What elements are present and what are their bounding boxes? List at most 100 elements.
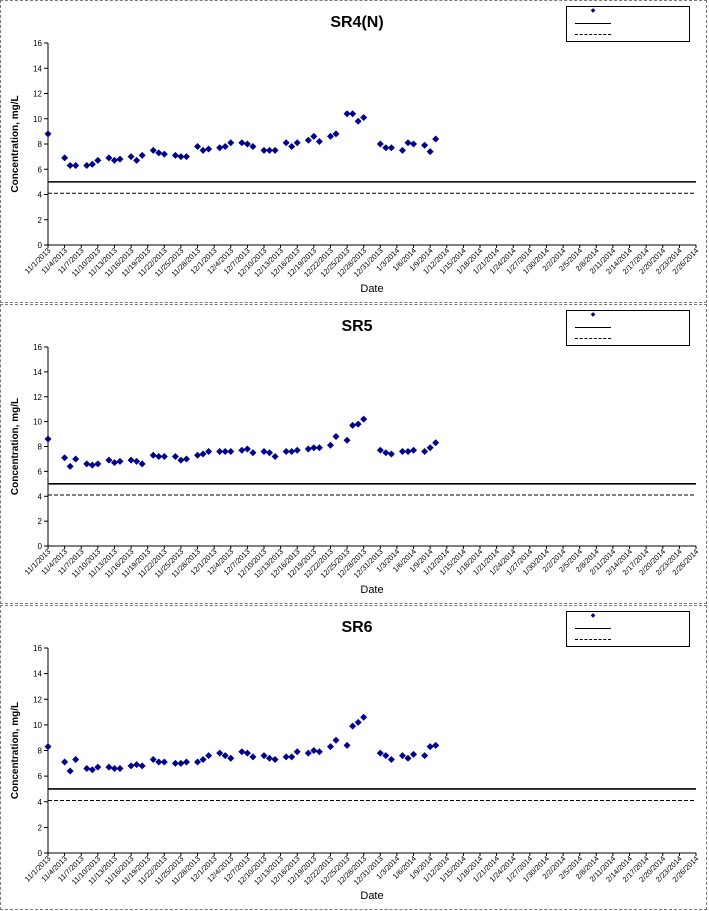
data-point xyxy=(288,753,296,761)
y-tick-label: 4 xyxy=(38,492,43,501)
data-point xyxy=(288,143,296,151)
data-point xyxy=(88,461,96,469)
data-point xyxy=(421,141,429,149)
data-point xyxy=(332,130,340,138)
data-point xyxy=(149,451,157,459)
chart-title: SR4(N) xyxy=(330,14,383,31)
chart-panel-sr5: SR5 Concentration, mg/L 0 2 4 6 8 10 12 14 16 11/1/… xyxy=(0,304,707,604)
data-point xyxy=(398,146,406,154)
data-point xyxy=(293,139,301,147)
data-point xyxy=(387,450,395,458)
data-point xyxy=(182,153,190,161)
data-point xyxy=(293,748,301,756)
data-point xyxy=(127,456,135,464)
data-point xyxy=(271,452,279,460)
y-tick-label: 6 xyxy=(38,467,43,476)
legend-solid-line-symbol xyxy=(575,23,611,24)
y-tick-label: 16 xyxy=(33,39,42,48)
data-point xyxy=(83,161,91,169)
data-point xyxy=(216,447,224,455)
data-point xyxy=(349,421,357,429)
data-point xyxy=(304,749,312,757)
y-tick-label: 14 xyxy=(33,368,42,377)
chart-sr4n: SR4(N)Concentration, mg/L024681012141611… xyxy=(10,14,700,295)
data-point xyxy=(382,144,390,152)
data-point xyxy=(105,763,113,771)
data-point xyxy=(72,455,80,463)
y-tick-label: 8 xyxy=(38,140,43,149)
data-point xyxy=(398,447,406,455)
data-point xyxy=(304,136,312,144)
data-point xyxy=(354,117,362,125)
y-tick-label: 6 xyxy=(38,165,43,174)
data-point xyxy=(221,752,229,760)
legend-marker-symbol: ◆ xyxy=(590,8,596,14)
data-point xyxy=(382,449,390,457)
data-point xyxy=(88,160,96,168)
data-point xyxy=(72,161,80,169)
y-tick-label: 0 xyxy=(38,849,43,858)
data-point xyxy=(398,752,406,760)
data-point xyxy=(199,450,207,458)
data-point xyxy=(110,156,118,164)
data-point xyxy=(61,154,69,162)
data-point xyxy=(116,457,124,465)
data-point xyxy=(182,455,190,463)
data-point xyxy=(249,753,257,761)
data-point xyxy=(243,140,251,148)
chart-panel-sr6: SR6 Concentration, mg/L 0 2 4 6 8 10 12 14 16 11/1/… xyxy=(0,605,707,910)
data-point xyxy=(44,743,52,751)
y-tick-label: 12 xyxy=(33,393,42,402)
data-point xyxy=(282,447,290,455)
data-point xyxy=(160,452,168,460)
legend: ◆ xyxy=(566,310,690,346)
y-axis-label: Concentration, mg/L xyxy=(10,95,21,192)
y-tick-label: 16 xyxy=(33,644,42,653)
x-axis-label: Date xyxy=(360,584,383,596)
data-point xyxy=(171,151,179,159)
data-point xyxy=(182,758,190,766)
data-point xyxy=(116,764,124,772)
y-tick-label: 4 xyxy=(38,191,43,200)
data-point xyxy=(194,758,202,766)
data-point xyxy=(360,713,368,721)
data-point xyxy=(155,149,163,157)
data-point xyxy=(332,433,340,441)
chart-title: SR5 xyxy=(341,318,372,335)
legend-dashed-line-symbol xyxy=(575,34,611,35)
data-point xyxy=(238,446,246,454)
data-point xyxy=(216,749,224,757)
data-point xyxy=(199,146,207,154)
data-point xyxy=(83,764,91,772)
data-point xyxy=(177,153,185,161)
data-point xyxy=(326,743,334,751)
data-point xyxy=(354,420,362,428)
data-point xyxy=(432,741,440,749)
data-point xyxy=(66,462,74,470)
data-point xyxy=(160,758,168,766)
y-tick-label: 2 xyxy=(38,823,43,832)
data-point xyxy=(260,447,268,455)
data-point xyxy=(310,747,318,754)
legend-dashed-line-symbol xyxy=(575,338,611,339)
legend-dashed-line-symbol xyxy=(575,639,611,640)
data-point xyxy=(155,452,163,460)
data-point xyxy=(426,148,434,156)
x-axis-label: Date xyxy=(360,890,383,902)
data-point xyxy=(271,755,279,763)
data-point xyxy=(266,754,274,762)
data-point xyxy=(83,460,91,468)
data-point xyxy=(133,156,141,164)
data-point xyxy=(410,446,418,454)
y-tick-label: 8 xyxy=(38,747,43,756)
data-point xyxy=(249,143,257,151)
data-point xyxy=(221,447,229,455)
data-point xyxy=(360,415,368,423)
data-point xyxy=(332,736,340,744)
data-point xyxy=(199,755,207,763)
data-point xyxy=(293,446,301,454)
data-point xyxy=(61,758,69,766)
data-point xyxy=(216,144,224,152)
data-point xyxy=(387,755,395,763)
data-point xyxy=(205,145,213,153)
